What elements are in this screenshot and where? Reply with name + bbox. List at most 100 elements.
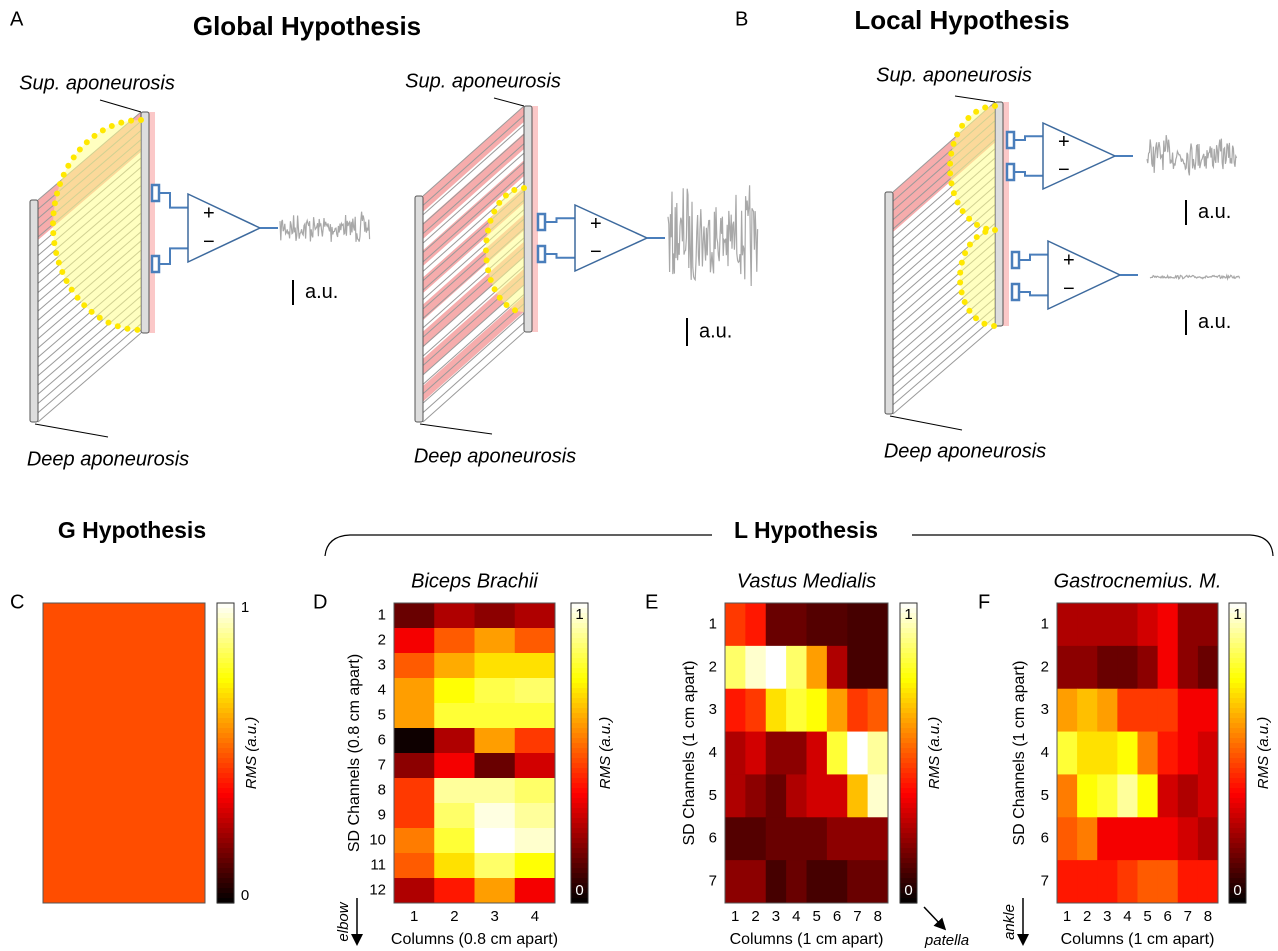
x-tick-label: 6 (1164, 908, 1172, 925)
heatmap-cell (868, 774, 889, 817)
minus-sign: − (1063, 278, 1075, 300)
heatmap-cell (434, 703, 475, 729)
amplifier (1048, 241, 1120, 309)
heatmap-cell (515, 778, 556, 804)
sup-strip (149, 112, 155, 333)
colorbar-segment (571, 868, 588, 874)
x-tick-label: 8 (874, 908, 882, 925)
colorbar-segment (217, 793, 234, 799)
leader-line (494, 98, 524, 106)
colorbar-segment (571, 828, 588, 834)
colorbar-segment (217, 648, 234, 654)
colorbar-segment (217, 873, 234, 879)
colorbar-segment (1229, 658, 1246, 664)
colorbar-tick-label: 1 (1233, 606, 1241, 623)
colorbar-segment (571, 773, 588, 779)
heatmap-cell (1158, 603, 1179, 646)
colorbar-segment (571, 623, 588, 629)
minus-sign: − (203, 231, 215, 253)
heatmap-cell (475, 678, 516, 704)
colorbar-segment (217, 848, 234, 854)
colorbar-segment (1229, 773, 1246, 779)
colorbar-segment (571, 783, 588, 789)
heatmap-cell (1097, 732, 1118, 775)
colorbar-segment (571, 863, 588, 869)
heatmap-cell (1117, 689, 1138, 732)
colorbar-segment (571, 763, 588, 769)
heatmap-cell (725, 732, 746, 775)
x-tick-label: 2 (1083, 908, 1091, 925)
heatmap-cell (725, 774, 746, 817)
y-tick-label: 1 (709, 615, 717, 632)
annotation: elbow (335, 901, 352, 941)
colorbar-segment (900, 788, 917, 794)
colorbar-segment (900, 828, 917, 834)
colorbar-segment (900, 658, 917, 664)
colorbar-segment (900, 778, 917, 784)
heatmaps: C01RMS (a.u.)DBiceps Brachii123456789101… (10, 570, 1272, 949)
colorbar-label: RMS (a.u.) (1255, 717, 1272, 790)
panel-title: Global Hypothesis (193, 11, 421, 41)
colorbar-segment (900, 653, 917, 659)
colorbar-segment (1229, 653, 1246, 659)
colorbar-segment (900, 843, 917, 849)
colorbar-segment (900, 868, 917, 874)
colorbar-segment (571, 778, 588, 784)
y-tick-label: 3 (378, 656, 386, 673)
heatmap-cell (515, 753, 556, 779)
colorbar-segment (900, 633, 917, 639)
colorbar-segment (217, 883, 234, 889)
colorbar-segment (571, 803, 588, 809)
heatmap-cell (394, 703, 435, 729)
heatmap-cell (868, 860, 889, 903)
x-tick-label: 1 (410, 908, 418, 925)
colorbar-segment (900, 748, 917, 754)
colorbar-segment (571, 718, 588, 724)
heatmap-cell (786, 860, 807, 903)
heatmap-cell (1117, 732, 1138, 775)
x-tick-label: 3 (772, 908, 780, 925)
heatmap-cell (1198, 603, 1219, 646)
heatmap-cell (847, 860, 868, 903)
scale-label: a.u. (1198, 201, 1231, 223)
colorbar-segment (217, 728, 234, 734)
x-tick-label: 2 (450, 908, 458, 925)
colorbar-segment (900, 698, 917, 704)
heatmap-cell (434, 878, 475, 904)
heatmap-cell (807, 646, 828, 689)
x-tick-label: 8 (1204, 908, 1212, 925)
colorbar-segment (217, 703, 234, 709)
colorbar-segment (217, 698, 234, 704)
heatmap-cell (434, 778, 475, 804)
colorbar-segment (571, 788, 588, 794)
colorbar-segment (217, 843, 234, 849)
heatmap-cell (434, 603, 475, 629)
colorbar-segment (571, 643, 588, 649)
heatmap-title: Gastrocnemius. M. (1054, 570, 1222, 592)
leader-line (890, 416, 962, 430)
heatmap-cell (1198, 732, 1219, 775)
heatmap-cell (786, 603, 807, 646)
deep-aponeurosis (885, 192, 893, 414)
annotation: ankle (1001, 904, 1018, 940)
y-tick-label: 4 (378, 681, 386, 698)
heatmap-cell (725, 603, 746, 646)
sup-aponeurosis (141, 112, 149, 333)
y-tick-label: 6 (709, 830, 717, 847)
heatmap-cell (475, 703, 516, 729)
heatmap-title: Vastus Medialis (737, 570, 876, 592)
heatmap-cell (1097, 689, 1118, 732)
colorbar-segment (571, 693, 588, 699)
heatmap-cell (766, 603, 787, 646)
colorbar-segment (900, 758, 917, 764)
heatmap-cell (1057, 603, 1078, 646)
heatmap-cell (515, 628, 556, 654)
heatmap-cell (434, 678, 475, 704)
heatmap-title: Biceps Brachii (411, 570, 538, 592)
heatmap-cell (745, 646, 766, 689)
x-tick-label: 4 (792, 908, 800, 925)
colorbar-segment (571, 728, 588, 734)
colorbar-segment (1229, 673, 1246, 679)
minus-sign: − (590, 241, 602, 263)
colorbar-segment (1229, 863, 1246, 869)
